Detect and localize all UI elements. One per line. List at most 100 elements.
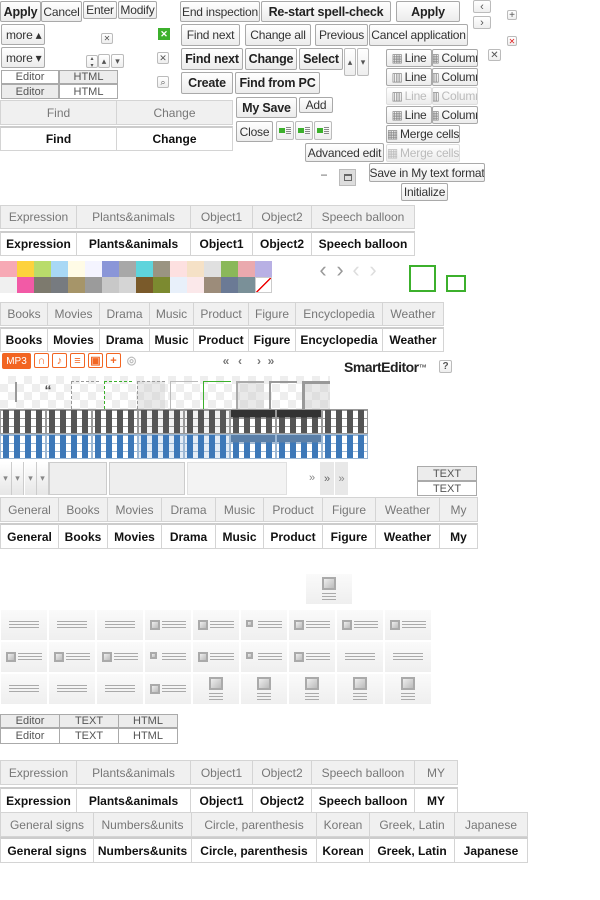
mode-editor[interactable]: Editor (1, 84, 59, 99)
tab-category-6-active[interactable]: Figure (322, 523, 376, 549)
arrow-up-button[interactable]: ▴ (98, 54, 110, 68)
color-swatch[interactable] (136, 261, 153, 277)
color-swatch[interactable] (221, 261, 238, 277)
layout-option[interactable] (193, 610, 239, 640)
layout-option[interactable] (241, 642, 287, 672)
tab-media-4[interactable]: Product (193, 302, 249, 326)
table-style-preset[interactable] (322, 434, 368, 459)
color-swatch[interactable] (51, 277, 68, 293)
text-button[interactable]: TEXT (417, 481, 477, 496)
enter-button[interactable]: Enter (83, 1, 117, 19)
color-swatch[interactable] (17, 261, 34, 277)
color-swatch[interactable] (255, 277, 272, 293)
tab-category-1[interactable]: Books (58, 497, 108, 522)
table-style-preset[interactable] (276, 409, 322, 434)
border-style-option[interactable] (269, 381, 297, 409)
tab-symbols-5[interactable]: Japanese (454, 812, 528, 837)
tab-emoticon-0-active[interactable]: Expression (0, 231, 77, 256)
border-style-option[interactable] (137, 381, 165, 409)
table-style-preset[interactable] (184, 409, 230, 434)
color-swatch[interactable] (102, 277, 119, 293)
tab-category-4[interactable]: Music (215, 497, 264, 522)
tab-symbols-3-active[interactable]: Korean (316, 837, 370, 863)
layout-option[interactable] (145, 674, 191, 704)
layout-option[interactable] (385, 610, 431, 640)
table-insert-row-column-button[interactable]: ▦Column (432, 49, 478, 67)
tab-change[interactable]: Change (116, 100, 233, 125)
color-swatch[interactable] (119, 261, 136, 277)
border-bar-icon[interactable] (15, 382, 17, 402)
tab-emoticon_my-1[interactable]: Plants&animals (76, 760, 191, 785)
disc-icon[interactable]: ◎ (126, 355, 137, 367)
tab-symbols-0[interactable]: General signs (0, 812, 94, 837)
change-all-button[interactable]: Change all (245, 24, 311, 46)
tab-symbols-4-active[interactable]: Greek, Latin (369, 837, 455, 863)
prev-arrow-icon[interactable]: ‹ (319, 261, 327, 279)
text-button[interactable]: TEXT (417, 466, 477, 481)
layout-option[interactable] (49, 642, 95, 672)
color-swatch[interactable] (136, 277, 153, 293)
tab-symbols-5-active[interactable]: Japanese (454, 837, 528, 863)
dropdown-arrow-button[interactable]: ▾ (37, 462, 49, 495)
more-down-button[interactable]: more ▾ (1, 47, 45, 68)
find-next-button[interactable]: Find next (181, 24, 240, 46)
color-swatch[interactable] (85, 261, 102, 277)
layout-option[interactable] (289, 642, 335, 672)
next-icon[interactable]: › (473, 16, 491, 29)
color-swatch[interactable] (34, 261, 51, 277)
color-swatch[interactable] (153, 277, 170, 293)
previous-button[interactable]: Previous (315, 24, 368, 46)
tab-symbols-1[interactable]: Numbers&units (93, 812, 192, 837)
close-button[interactable]: Close (236, 121, 273, 142)
border-style-option[interactable] (104, 381, 132, 409)
table-style-preset[interactable] (92, 409, 138, 434)
color-swatch[interactable] (0, 261, 17, 277)
tab-media-1-active[interactable]: Movies (47, 327, 100, 352)
layout-option[interactable] (241, 674, 287, 704)
color-swatch[interactable] (0, 277, 17, 293)
tab-media-2[interactable]: Drama (99, 302, 150, 326)
mp3-icon[interactable]: MP3 (2, 353, 31, 369)
table-style-preset[interactable] (46, 434, 92, 459)
tab-category-7[interactable]: Weather (375, 497, 440, 522)
tab-emoticon_my-1-active[interactable]: Plants&animals (76, 787, 191, 813)
more-arrow-button[interactable]: » (320, 462, 334, 495)
change-button[interactable]: Change (245, 48, 297, 70)
tab-emoticon_my-5[interactable]: MY (414, 760, 458, 785)
save-my-text-format-button[interactable]: Save in My text format (369, 163, 485, 182)
table-split-line-button[interactable]: ▥ Line (386, 68, 432, 86)
border-style-option[interactable] (203, 381, 231, 409)
tab-category-0-active[interactable]: General (0, 523, 59, 549)
modify-button[interactable]: Modify (118, 1, 157, 19)
tab-media-2-active[interactable]: Drama (99, 327, 150, 352)
quote-icon[interactable]: “ (44, 382, 52, 398)
prev-page-icon[interactable]: ‹ (238, 355, 242, 367)
close-icon[interactable]: ✕ (101, 33, 113, 44)
table-style-preset[interactable] (0, 409, 46, 434)
tab-category-5[interactable]: Product (263, 497, 323, 522)
tab-media-0-active[interactable]: Books (0, 327, 48, 352)
color-swatch[interactable] (85, 277, 102, 293)
mode-text[interactable]: TEXT (59, 714, 119, 728)
align-center-image-icon[interactable] (295, 121, 313, 140)
advanced-edit-button[interactable]: Advanced edit (305, 143, 384, 162)
mode-editor[interactable]: Editor (0, 728, 60, 744)
mode-html[interactable]: HTML (118, 728, 178, 744)
initialize-button[interactable]: Initialize (401, 183, 448, 201)
tab-category-6[interactable]: Figure (322, 497, 376, 522)
mode-editor[interactable]: Editor (1, 70, 59, 84)
layout-option[interactable] (49, 674, 95, 704)
table-style-preset[interactable] (322, 409, 368, 434)
mode-html[interactable]: HTML (59, 70, 118, 84)
more-arrow-button[interactable]: » (335, 462, 348, 495)
color-swatch[interactable] (187, 261, 204, 277)
tab-emoticon_my-2-active[interactable]: Object1 (190, 787, 253, 813)
prev-icon[interactable]: ‹ (473, 0, 491, 13)
tab-category-2-active[interactable]: Movies (107, 523, 162, 549)
tab-symbols-1-active[interactable]: Numbers&units (93, 837, 192, 863)
tab-category-7-active[interactable]: Weather (375, 523, 440, 549)
table-style-preset[interactable] (0, 434, 46, 459)
tab-find-active[interactable]: Find (0, 126, 117, 151)
border-style-option[interactable] (302, 381, 330, 409)
tab-emoticon_my-4[interactable]: Speech balloon (311, 760, 415, 785)
